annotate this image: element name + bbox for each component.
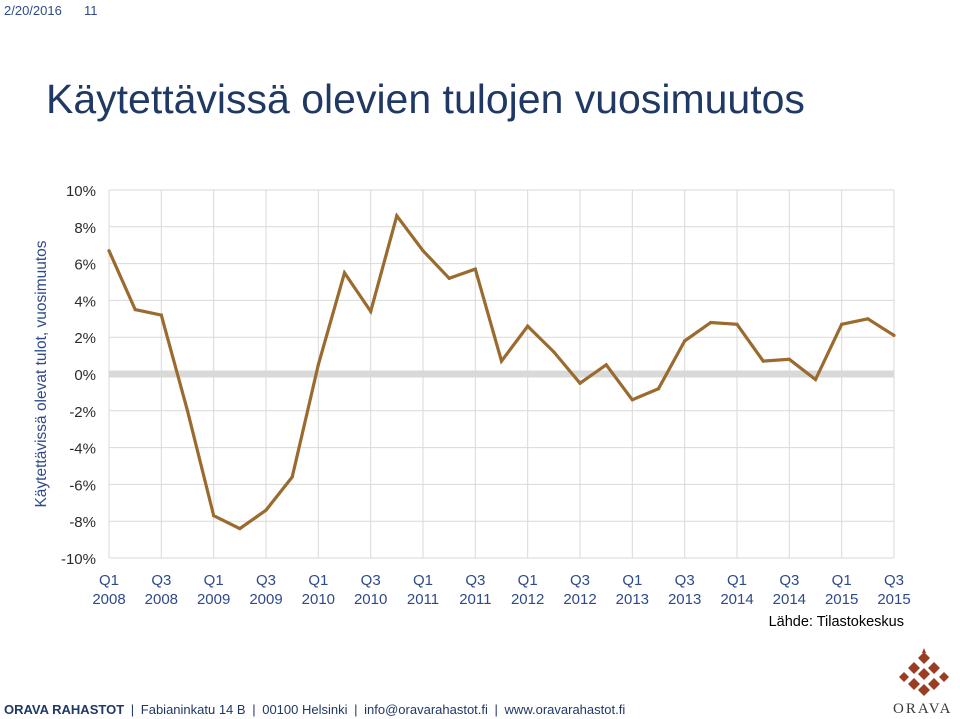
y-tick-label: 2% bbox=[74, 330, 96, 347]
data-point bbox=[447, 276, 451, 280]
x-tick-label-quarter: Q3 bbox=[151, 572, 171, 589]
data-point bbox=[840, 322, 844, 326]
x-tick-label-year: 2015 bbox=[877, 591, 910, 608]
x-tick-label-quarter: Q3 bbox=[256, 572, 276, 589]
x-tick-label-year: 2014 bbox=[720, 591, 753, 608]
x-tick-label-year: 2015 bbox=[825, 591, 858, 608]
x-tick-label-year: 2012 bbox=[511, 591, 544, 608]
footer-postal: 00100 Helsinki bbox=[262, 702, 348, 717]
x-tick-label-quarter: Q1 bbox=[204, 572, 224, 589]
footer: ORAVA RAHASTOT | Fabianinkatu 14 B | 001… bbox=[4, 702, 625, 717]
x-tick-label-year: 2012 bbox=[563, 591, 596, 608]
y-tick-label: 8% bbox=[74, 220, 96, 237]
data-point bbox=[290, 475, 294, 479]
data-point bbox=[787, 357, 791, 361]
x-tick-label-quarter: Q1 bbox=[413, 572, 433, 589]
data-point bbox=[813, 377, 818, 382]
slide-date: 2/20/2016 bbox=[4, 3, 62, 18]
x-tick-label-year: 2010 bbox=[302, 591, 335, 608]
data-point bbox=[185, 409, 190, 413]
x-tick-label-quarter: Q3 bbox=[884, 572, 904, 589]
x-tick-label-quarter: Q1 bbox=[832, 572, 852, 589]
y-tick-label: -8% bbox=[69, 514, 96, 531]
footer-brand: ORAVA RAHASTOT bbox=[4, 702, 125, 717]
x-tick-labels: Q1 2008 Q3 2008 Q1 2009 Q3 2009 Q1 2010 Q3 2010 Q1 20… bbox=[92, 572, 910, 608]
x-tick-label-year: 2009 bbox=[249, 591, 282, 608]
footer-website[interactable]: www.oravarahastot.fi bbox=[504, 702, 626, 717]
x-tick-label-year: 2013 bbox=[668, 591, 701, 608]
y-tick-label: 10% bbox=[66, 183, 96, 200]
data-point bbox=[683, 339, 687, 343]
x-tick-label-quarter: Q3 bbox=[779, 572, 799, 589]
data-point bbox=[604, 363, 608, 367]
footer-email[interactable]: info@oravarahastot.fi bbox=[364, 702, 488, 717]
data-point bbox=[421, 249, 425, 253]
data-point bbox=[578, 381, 582, 385]
footer-separator: | bbox=[252, 702, 256, 717]
data-point bbox=[133, 308, 137, 312]
x-tick-label-quarter: Q3 bbox=[361, 572, 381, 589]
page-title: Käytettävissä olevien tulojen vuosimuuto… bbox=[46, 76, 805, 122]
data-point bbox=[238, 526, 242, 531]
x-tick-label-quarter: Q3 bbox=[570, 572, 590, 589]
y-tick-label: -4% bbox=[69, 441, 96, 458]
data-point bbox=[499, 359, 504, 363]
data-point bbox=[369, 309, 373, 314]
data-point bbox=[656, 387, 661, 391]
data-point bbox=[159, 313, 163, 317]
y-tick-label: -6% bbox=[69, 477, 96, 494]
footer-separator: | bbox=[354, 702, 358, 717]
grid-lines bbox=[108, 189, 895, 559]
x-tick-label-year: 2008 bbox=[92, 591, 125, 608]
data-point bbox=[552, 350, 556, 354]
x-tick-label-quarter: Q1 bbox=[518, 572, 538, 589]
x-tick-label-year: 2011 bbox=[407, 591, 439, 608]
footer-address: Fabianinkatu 14 B bbox=[140, 702, 246, 717]
x-tick-label-quarter: Q1 bbox=[622, 572, 642, 589]
data-point bbox=[866, 317, 870, 321]
x-tick-label-year: 2010 bbox=[354, 591, 387, 608]
x-tick-label-quarter: Q3 bbox=[675, 572, 695, 589]
x-tick-label-year: 2008 bbox=[145, 591, 178, 608]
series-layer bbox=[107, 212, 896, 531]
data-point bbox=[526, 324, 530, 328]
data-point bbox=[264, 508, 268, 512]
y-tick-label: 6% bbox=[74, 257, 96, 274]
x-tick-label-year: 2009 bbox=[197, 591, 230, 608]
y-tick-label: -2% bbox=[69, 404, 96, 421]
x-tick-label-quarter: Q3 bbox=[465, 572, 485, 589]
source-note: Lähde: Tilastokeskus bbox=[768, 614, 904, 630]
x-tick-label-year: 2013 bbox=[616, 591, 649, 608]
slide-page-number: 11 bbox=[84, 3, 98, 18]
logo-text: ORAVA bbox=[893, 701, 953, 717]
y-tick-label: 4% bbox=[74, 293, 96, 310]
data-point bbox=[342, 271, 347, 275]
data-point bbox=[892, 333, 896, 337]
y-tick-labels: 10% 8% 6% 4% 2% 0% -2% -4% -6% -8% -10% bbox=[61, 183, 96, 568]
footer-separator: | bbox=[494, 702, 498, 717]
y-tick-label: -10% bbox=[61, 551, 96, 568]
x-tick-label-quarter: Q1 bbox=[727, 572, 747, 589]
data-point bbox=[630, 398, 634, 402]
data-point bbox=[107, 249, 111, 253]
data-point bbox=[735, 322, 739, 326]
pinecone-logo-icon bbox=[899, 648, 949, 696]
x-tick-label-year: 2011 bbox=[459, 591, 491, 608]
data-point bbox=[212, 514, 216, 518]
x-tick-label-quarter: Q1 bbox=[99, 572, 119, 589]
data-point bbox=[395, 214, 399, 218]
data-point bbox=[316, 363, 320, 367]
footer-separator: | bbox=[130, 702, 135, 717]
data-point bbox=[761, 359, 765, 363]
x-tick-label-year: 2014 bbox=[773, 591, 806, 608]
data-point bbox=[709, 320, 713, 325]
data-point bbox=[473, 267, 477, 271]
y-tick-label: 0% bbox=[74, 367, 96, 384]
x-tick-label-quarter: Q1 bbox=[308, 572, 328, 589]
